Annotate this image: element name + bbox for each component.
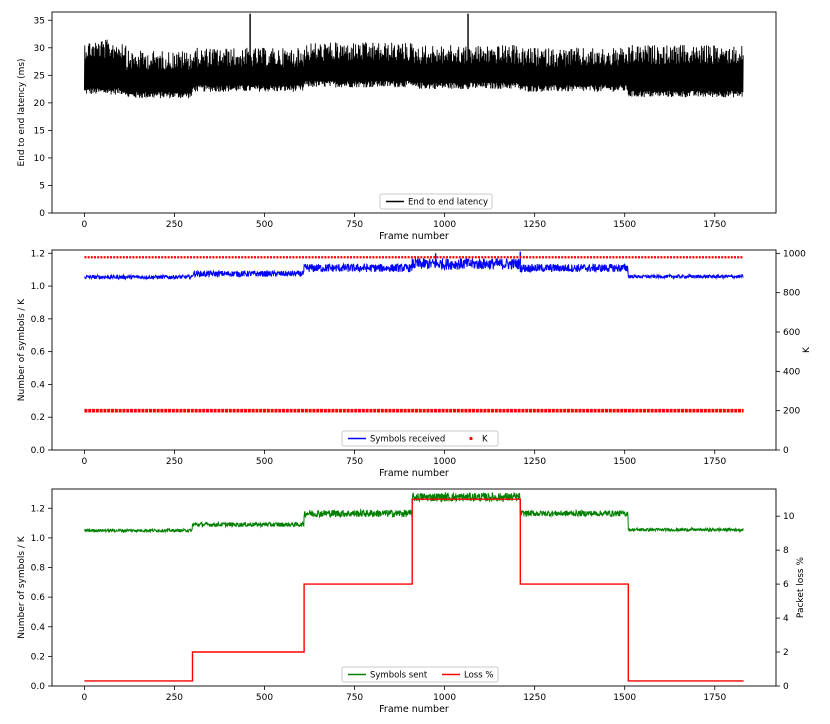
y-axis-label: Number of symbols / K — [17, 535, 27, 638]
loss-step-line — [84, 498, 744, 682]
x-tick-label: 1750 — [703, 457, 726, 467]
plot-area — [52, 250, 776, 450]
x-tick-label: 1000 — [433, 693, 456, 703]
x-axis-label: Frame number — [379, 231, 449, 242]
y-right-tick-label: 8 — [783, 546, 789, 556]
x-tick-label: 750 — [346, 457, 363, 467]
y-tick-label: 30 — [34, 44, 46, 54]
y-tick-label: 0.6 — [31, 593, 46, 603]
x-tick-label: 1250 — [523, 693, 546, 703]
y-right-tick-label: 1000 — [783, 249, 806, 259]
y-tick-label: 20 — [34, 99, 46, 109]
data-layer — [84, 251, 744, 413]
y-right-tick-label: 600 — [783, 328, 800, 338]
x-tick-label: 0 — [82, 693, 88, 703]
legend-label-2: K — [482, 435, 488, 445]
y-tick-label: 10 — [34, 154, 46, 164]
y-tick-label: 0.2 — [31, 413, 45, 423]
x-tick-label: 750 — [346, 220, 363, 230]
series-line-latency — [83, 39, 744, 99]
chart-panel-1: 0 250 500 750 1000 1250 1500 1750 Frame number 0 5… — [17, 11, 777, 242]
y-right-tick-label: 4 — [783, 614, 789, 624]
legend-label-1: End to end latency — [408, 198, 488, 208]
x-tick-label: 250 — [166, 693, 183, 703]
data-layer — [84, 491, 744, 682]
y-tick-label: 25 — [34, 71, 45, 81]
x-tick-label: 0 — [82, 220, 88, 230]
y-tick-label: 0.6 — [31, 348, 46, 358]
x-tick-label: 0 — [82, 457, 88, 467]
series-line-1 — [84, 491, 744, 534]
x-tick-label: 1500 — [613, 457, 636, 467]
y-right-tick-label: 0 — [783, 446, 789, 456]
x-tick-label: 250 — [166, 457, 183, 467]
y-tick-label: 0.0 — [31, 446, 46, 456]
x-tick-label: 500 — [256, 693, 273, 703]
legend-label-1: Symbols received — [370, 435, 445, 445]
plot-area — [52, 489, 776, 686]
chart-panel-3: 0 250 500 750 1000 1250 1500 1750 Frame number 0.… — [17, 488, 806, 715]
plot-frame — [51, 249, 777, 451]
x-tick-label: 1500 — [613, 220, 636, 230]
x-axis-label: Frame number — [379, 468, 449, 479]
y-right-tick-label: 0 — [783, 682, 789, 692]
y-tick-label: 5 — [39, 181, 45, 191]
y-tick-label: 0.2 — [31, 652, 45, 662]
y-right-tick-label: 200 — [783, 407, 800, 417]
y-tick-label: 1.2 — [31, 504, 45, 514]
y-tick-label: 0.8 — [31, 564, 46, 574]
legend-box — [341, 666, 499, 683]
plot-frame — [51, 11, 777, 214]
y-tick-label: 35 — [34, 16, 45, 26]
x-tick-label: 250 — [166, 220, 183, 230]
x-tick-label: 500 — [256, 457, 273, 467]
plot-frame — [51, 488, 777, 687]
y-right-axis-label: K — [802, 346, 812, 353]
series-line-1 — [84, 257, 744, 281]
x-tick-label: 1000 — [433, 220, 456, 230]
y-tick-label: 1.0 — [31, 534, 46, 544]
y-tick-label: 0 — [39, 209, 45, 219]
y-right-tick-label: 10 — [783, 512, 795, 522]
x-tick-label: 1750 — [703, 693, 726, 703]
y-right-tick-label: 400 — [783, 367, 800, 377]
x-axis-label: Frame number — [379, 704, 449, 715]
x-tick-label: 1750 — [703, 220, 726, 230]
y-right-axis-label: Packet loss % — [796, 557, 806, 619]
legend: Symbols received K — [341, 430, 499, 447]
legend-box — [341, 430, 499, 447]
y-tick-label: 0.0 — [31, 682, 46, 692]
y-right-tick-label: 2 — [783, 648, 789, 658]
x-tick-label: 1000 — [433, 457, 456, 467]
x-tick-label: 1250 — [523, 220, 546, 230]
chart-panel-2: 0 250 500 750 1000 1250 1500 1750 Frame number 0.… — [17, 249, 812, 479]
legend-label-2: Loss % — [464, 671, 493, 681]
y-right-tick-label: 800 — [783, 289, 800, 299]
x-tick-label: 750 — [346, 693, 363, 703]
legend-marker-k — [469, 436, 473, 441]
y-tick-label: 1.2 — [31, 249, 45, 259]
legend: End to end latency — [379, 193, 493, 210]
y-tick-label: 15 — [34, 126, 45, 136]
y-axis-label: End to end latency (ms) — [17, 58, 27, 166]
legend: Symbols sent Loss % — [341, 666, 499, 683]
plot-area — [52, 12, 776, 213]
legend-box — [379, 193, 493, 210]
y-tick-label: 0.4 — [31, 623, 46, 633]
y-tick-label: 0.8 — [31, 315, 46, 325]
x-tick-label: 500 — [256, 220, 273, 230]
y-tick-label: 0.4 — [31, 380, 46, 390]
x-tick-label: 1250 — [523, 457, 546, 467]
y-right-tick-label: 6 — [783, 580, 789, 590]
y-axis-label: Number of symbols / K — [17, 298, 27, 401]
data-layer — [83, 13, 744, 99]
legend-label-1: Symbols sent — [370, 671, 428, 681]
x-tick-label: 1500 — [613, 693, 636, 703]
y-tick-label: 1.0 — [31, 282, 46, 292]
